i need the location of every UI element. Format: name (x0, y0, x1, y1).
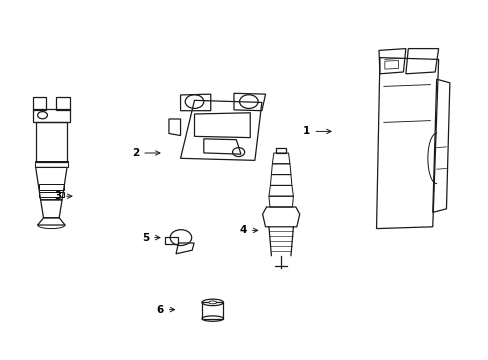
Text: 1: 1 (303, 126, 330, 136)
Text: 3: 3 (54, 191, 72, 201)
Text: 2: 2 (132, 148, 160, 158)
Text: 4: 4 (239, 225, 257, 235)
Text: 6: 6 (156, 305, 174, 315)
Ellipse shape (208, 301, 216, 304)
Text: 5: 5 (142, 233, 160, 243)
